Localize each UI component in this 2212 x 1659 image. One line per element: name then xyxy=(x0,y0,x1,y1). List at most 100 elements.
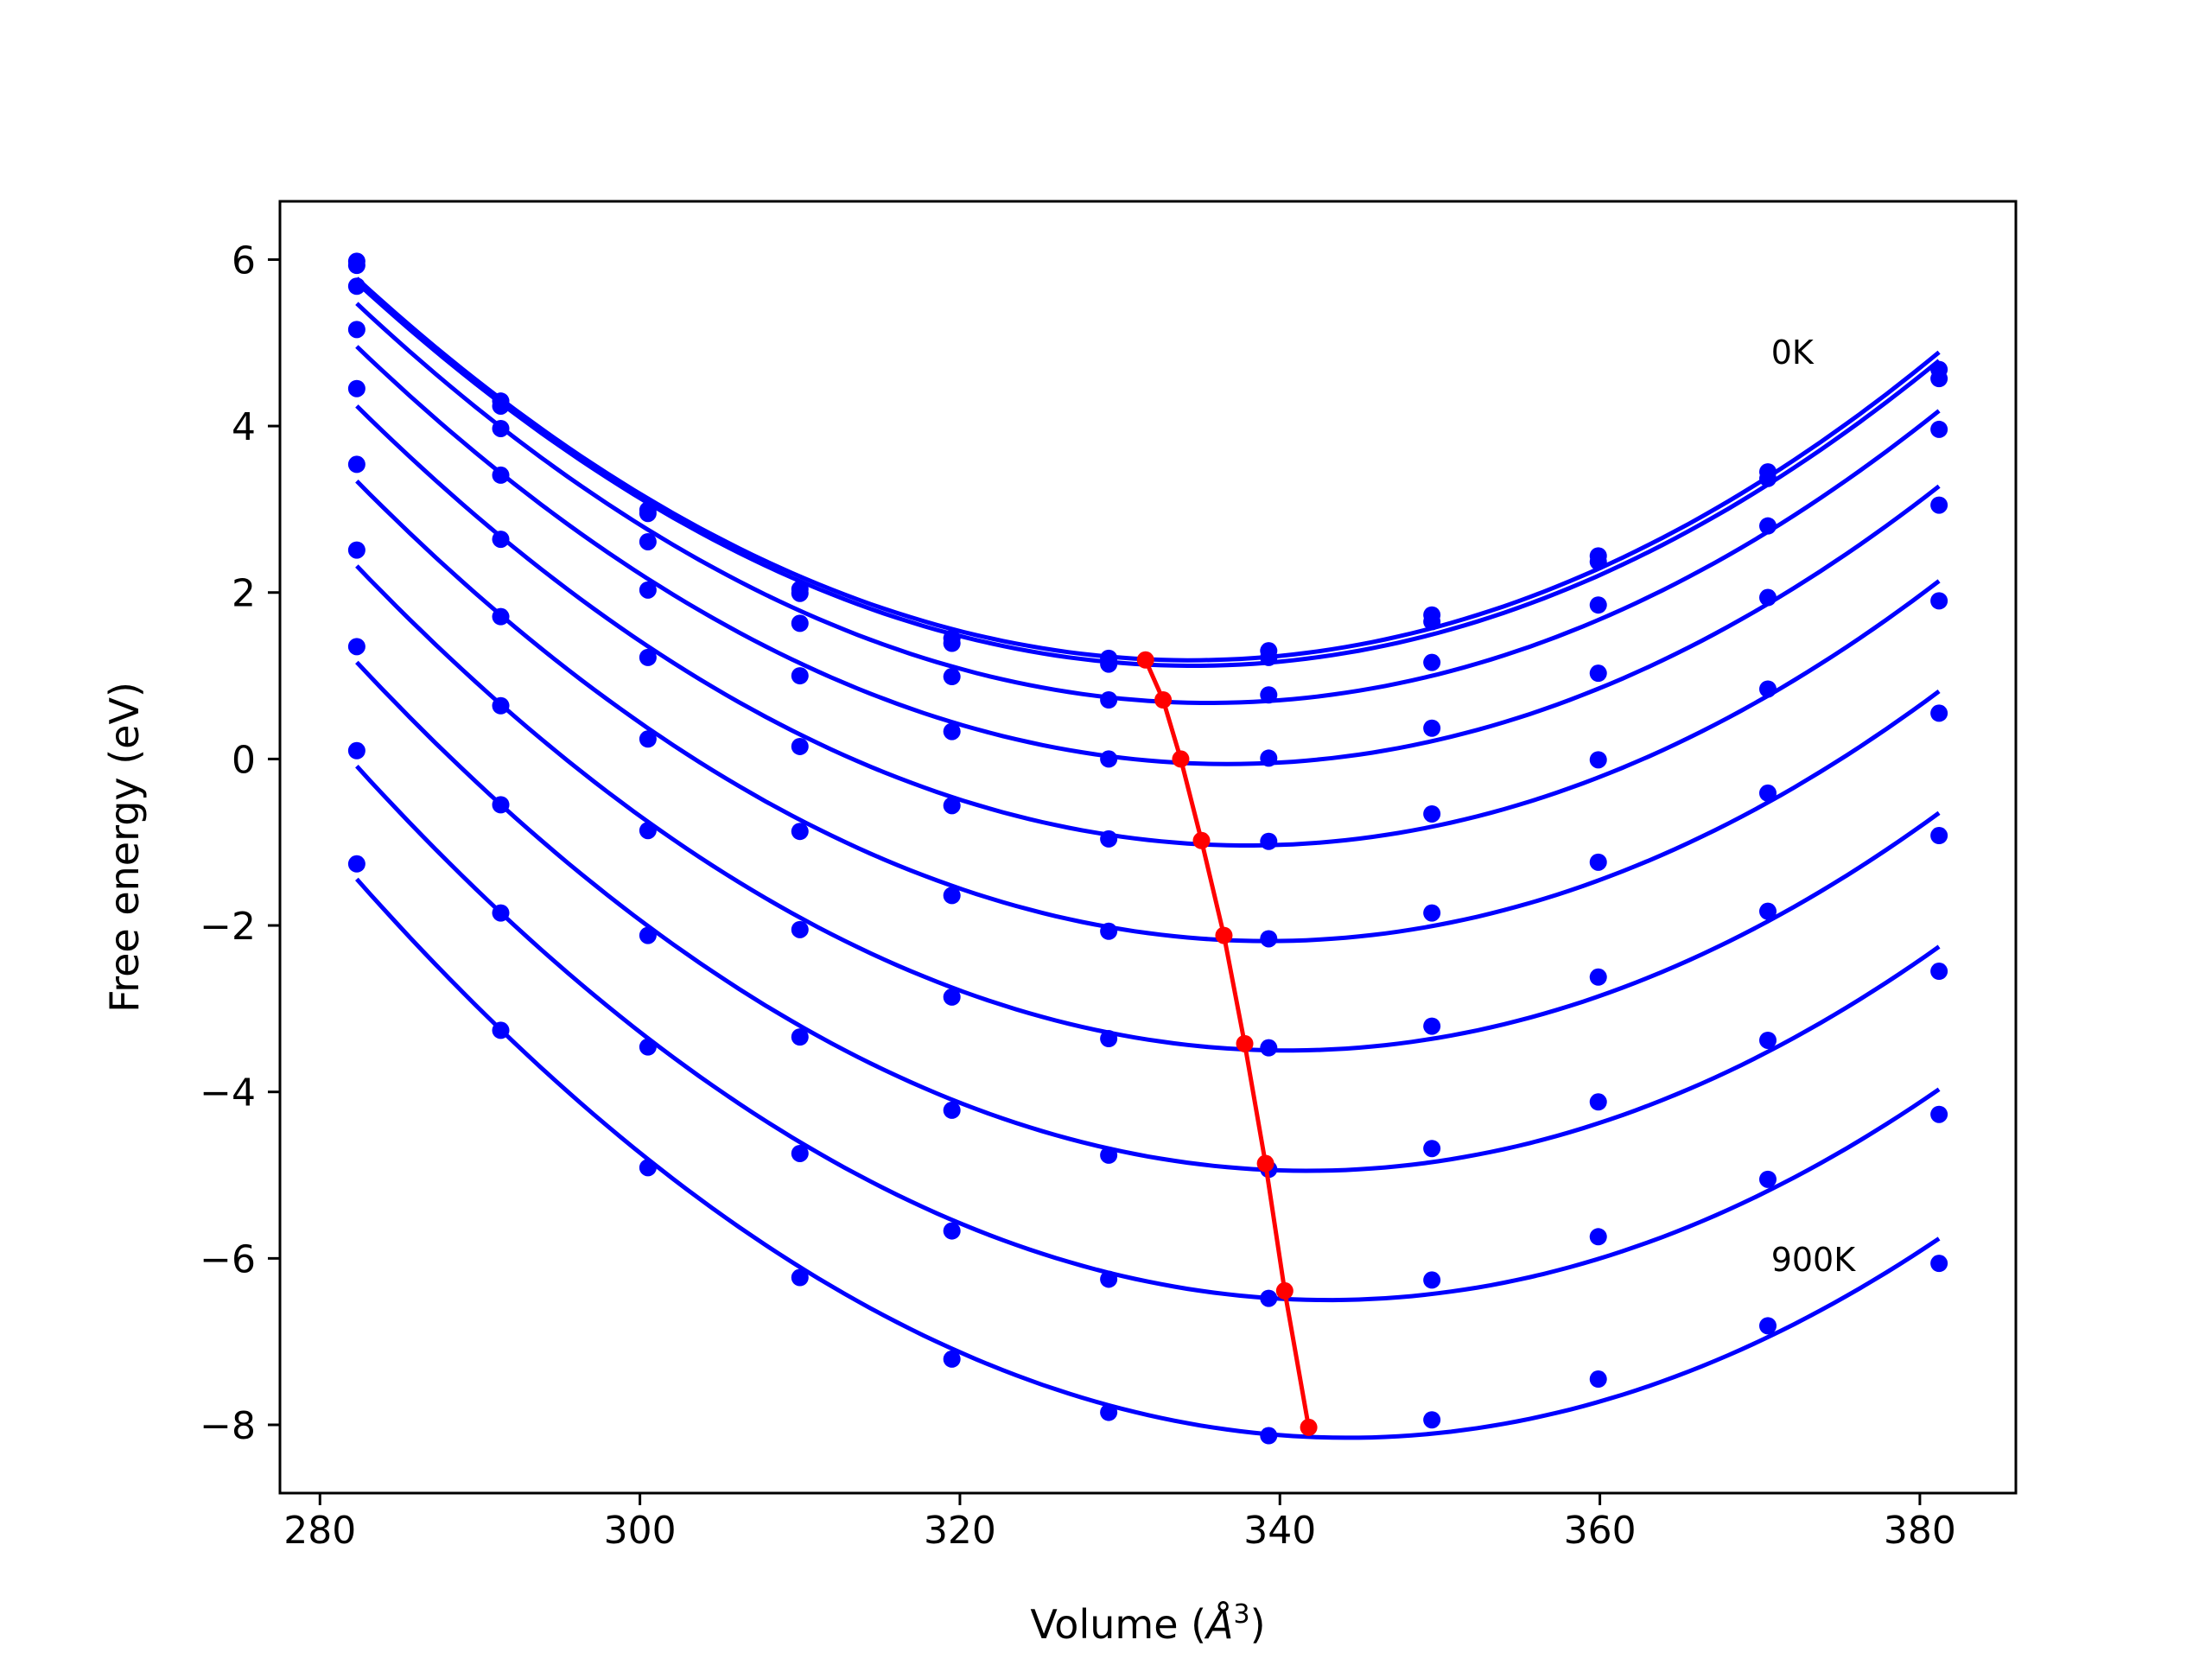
data-point xyxy=(347,638,365,656)
data-point xyxy=(943,1350,961,1368)
data-point xyxy=(1260,1427,1278,1445)
x-axis-label-exponent: 3 xyxy=(1234,1599,1250,1630)
data-point xyxy=(1423,613,1441,631)
y-axis-label: Free energy (eV) xyxy=(101,682,148,1013)
data-point xyxy=(639,532,657,550)
data-point xyxy=(1589,553,1607,571)
axes-frame xyxy=(278,200,2018,1495)
minimum-point xyxy=(1172,750,1190,768)
data-point xyxy=(1759,588,1777,607)
data-point xyxy=(1260,1289,1278,1307)
data-point xyxy=(1260,749,1278,767)
data-point xyxy=(1589,664,1607,683)
data-point xyxy=(1759,1031,1777,1049)
fitted-curve xyxy=(355,765,1941,1303)
data-point xyxy=(1930,420,1948,438)
data-point xyxy=(943,634,961,652)
data-point xyxy=(1423,653,1441,671)
data-point xyxy=(1589,751,1607,769)
data-point xyxy=(1100,655,1118,673)
data-point xyxy=(639,648,657,666)
data-point xyxy=(1589,1370,1607,1389)
data-point xyxy=(1759,1170,1777,1188)
temperature-annotation: 900K xyxy=(1771,1241,1857,1279)
data-point xyxy=(1423,1140,1441,1158)
data-point xyxy=(1930,704,1948,722)
data-point xyxy=(1100,1403,1118,1421)
x-axis-label-unit: Å xyxy=(1204,1601,1233,1648)
x-tick-label: 340 xyxy=(1243,1509,1316,1553)
data-point xyxy=(639,505,657,523)
data-point xyxy=(1260,1039,1278,1057)
data-point xyxy=(1260,832,1278,850)
x-axis-label-text: Volume ( xyxy=(1030,1601,1206,1648)
fitted-curve xyxy=(355,877,1941,1440)
y-tick-label: −2 xyxy=(200,905,256,949)
data-point xyxy=(639,926,657,944)
data-point xyxy=(1930,1255,1948,1273)
data-point xyxy=(347,277,365,296)
minimum-point xyxy=(1136,651,1154,669)
data-point xyxy=(791,823,809,841)
data-point xyxy=(1423,719,1441,737)
data-point xyxy=(791,920,809,938)
data-point xyxy=(943,988,961,1006)
fitted-curve xyxy=(355,660,1941,1173)
minimum-point xyxy=(1215,926,1233,944)
data-point xyxy=(1423,804,1441,823)
y-tick-label: −6 xyxy=(200,1237,256,1281)
data-point xyxy=(639,1038,657,1056)
data-point xyxy=(791,614,809,632)
data-point xyxy=(1759,902,1777,920)
data-point xyxy=(791,737,809,755)
data-point xyxy=(639,822,657,840)
x-tick-label: 300 xyxy=(604,1509,677,1553)
minimum-point xyxy=(1154,691,1173,709)
data-point xyxy=(1260,648,1278,666)
data-point xyxy=(1589,1093,1607,1111)
x-tick-label: 380 xyxy=(1884,1509,1956,1553)
x-tick-label: 280 xyxy=(283,1509,356,1553)
y-tick-label: 4 xyxy=(232,405,256,449)
data-point xyxy=(943,887,961,905)
data-point xyxy=(1260,686,1278,704)
fitted-curve xyxy=(355,345,1941,766)
data-point xyxy=(1260,930,1278,948)
data-point xyxy=(791,1268,809,1287)
data-point xyxy=(943,668,961,686)
minimum-point xyxy=(1192,831,1211,849)
minimum-point xyxy=(1275,1281,1294,1300)
data-point xyxy=(1759,517,1777,535)
data-point xyxy=(492,531,510,549)
data-point xyxy=(1930,370,1948,388)
data-point xyxy=(1423,1271,1441,1289)
data-point xyxy=(1100,922,1118,940)
data-point xyxy=(943,797,961,815)
x-tick-label: 360 xyxy=(1564,1509,1637,1553)
data-point xyxy=(791,667,809,685)
data-point xyxy=(1759,469,1777,487)
data-point xyxy=(347,321,365,339)
data-point xyxy=(943,1222,961,1240)
data-point xyxy=(943,1101,961,1119)
data-point xyxy=(1589,853,1607,871)
x-tick-label: 320 xyxy=(924,1509,996,1553)
y-tick-label: 2 xyxy=(232,572,256,616)
data-point xyxy=(492,397,510,415)
y-tick-label: 0 xyxy=(232,738,256,782)
data-point xyxy=(1423,904,1441,922)
y-tick-label: −4 xyxy=(200,1071,256,1116)
data-point xyxy=(1423,1411,1441,1429)
data-point xyxy=(1759,784,1777,802)
data-point xyxy=(943,722,961,741)
data-point xyxy=(1930,827,1948,845)
temperature-annotation: 0K xyxy=(1771,334,1815,372)
x-axis-label-close: ) xyxy=(1250,1601,1266,1648)
data-point xyxy=(1100,1030,1118,1048)
data-point xyxy=(347,741,365,760)
data-point xyxy=(347,379,365,397)
data-point xyxy=(492,904,510,922)
data-point xyxy=(791,1144,809,1162)
data-point xyxy=(1589,968,1607,986)
